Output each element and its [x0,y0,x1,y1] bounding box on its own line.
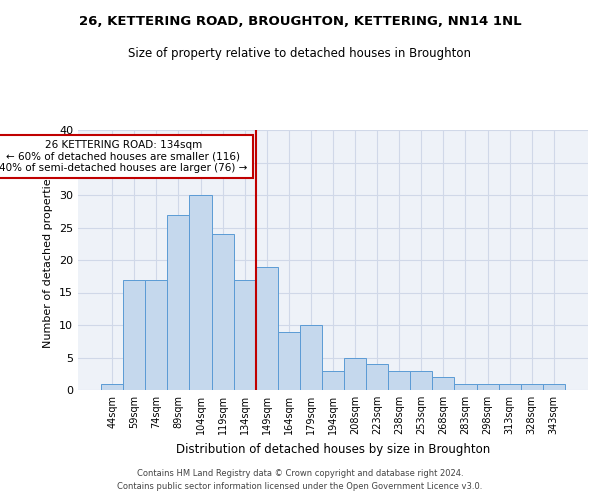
Bar [123,280,145,390]
Text: Contains HM Land Registry data © Crown copyright and database right 2024.: Contains HM Land Registry data © Crown c… [137,468,463,477]
Text: Contains public sector information licensed under the Open Government Licence v3: Contains public sector information licen… [118,482,482,491]
Bar [167,214,190,390]
Bar [233,280,256,390]
Bar [101,384,123,390]
Bar [190,195,212,390]
Bar [366,364,388,390]
Bar [145,280,167,390]
Text: 26, KETTERING ROAD, BROUGHTON, KETTERING, NN14 1NL: 26, KETTERING ROAD, BROUGHTON, KETTERING… [79,15,521,28]
Bar [543,384,565,390]
Bar [454,384,476,390]
X-axis label: Distribution of detached houses by size in Broughton: Distribution of detached houses by size … [176,442,490,456]
Bar [433,377,454,390]
Bar [256,266,278,390]
Bar [521,384,543,390]
Bar [300,325,322,390]
Bar [322,370,344,390]
Bar [476,384,499,390]
Text: 26 KETTERING ROAD: 134sqm
← 60% of detached houses are smaller (116)
40% of semi: 26 KETTERING ROAD: 134sqm ← 60% of detac… [0,140,247,173]
Bar [388,370,410,390]
Bar [344,358,366,390]
Bar [278,332,300,390]
Y-axis label: Number of detached properties: Number of detached properties [43,172,53,348]
Text: Size of property relative to detached houses in Broughton: Size of property relative to detached ho… [128,48,472,60]
Bar [212,234,233,390]
Bar [499,384,521,390]
Bar [410,370,433,390]
